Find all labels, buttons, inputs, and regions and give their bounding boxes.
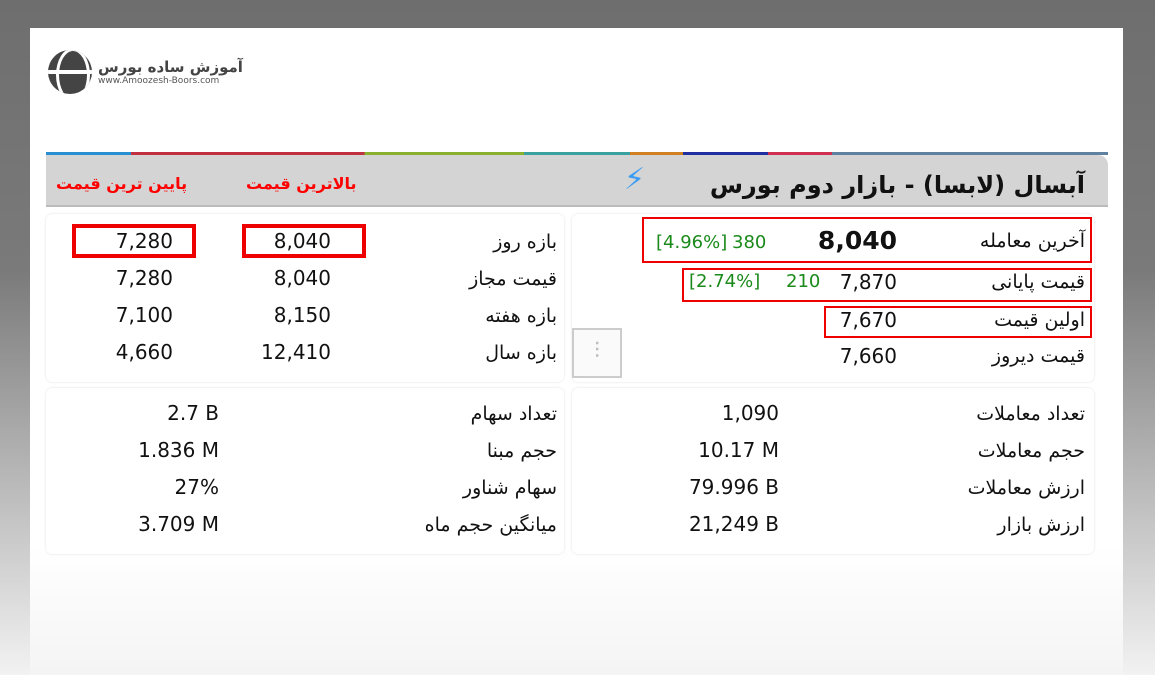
highlight-box — [642, 217, 1092, 263]
range-high: 8,150 — [273, 303, 331, 327]
price-value: 7,670 — [839, 308, 897, 332]
range-low: 4,660 — [115, 340, 173, 364]
window: آموزش ساده بورس www.Amoozesh-Boors.com آ… — [30, 28, 1123, 675]
share-stats-panel — [46, 388, 564, 554]
price-label: قیمت دیروز — [991, 345, 1085, 367]
trade-stats-panel — [572, 388, 1094, 554]
logo-name: آموزش ساده بورس — [98, 58, 243, 76]
ranges-panel — [46, 214, 564, 382]
price-percent: [4.96%] — [656, 232, 728, 253]
range-low: 7,280 — [115, 229, 173, 253]
header-bar — [46, 155, 1108, 207]
col-high-header: بالاترین قیمت — [246, 174, 357, 193]
stat-label: سهام شناور — [462, 477, 557, 499]
price-value: 7,660 — [839, 344, 897, 368]
page-title: آبسال (لابسا) - بازار دوم بورس — [709, 171, 1085, 199]
stat-value: 10.17 M — [698, 438, 779, 462]
stat-label: میانگین حجم ماه — [424, 514, 557, 536]
price-value: 8,040 — [817, 226, 897, 255]
range-low: 7,280 — [115, 266, 173, 290]
stat-value: 21,249 B — [688, 512, 779, 536]
range-high: 8,040 — [273, 266, 331, 290]
stat-label: ارزش معاملات — [967, 477, 1085, 499]
range-label: قیمت مجاز — [469, 268, 557, 290]
price-label: آخرین معامله — [979, 230, 1085, 252]
logo-url: www.Amoozesh-Boors.com — [98, 76, 220, 86]
highlight-box — [242, 224, 366, 258]
highlight-box — [682, 268, 1092, 302]
highlight-box — [72, 224, 196, 258]
lightning-icon[interactable]: ⚡ — [624, 162, 646, 197]
range-label: بازه سال — [485, 342, 557, 364]
stat-label: حجم مبنا — [486, 440, 557, 462]
logo: آموزش ساده بورس www.Amoozesh-Boors.com — [48, 50, 243, 94]
stat-value: 27% — [174, 475, 219, 499]
sliders-icon[interactable]: ⫶ — [572, 328, 622, 378]
range-low: 7,100 — [115, 303, 173, 327]
price-value: 7,870 — [839, 270, 897, 294]
range-high: 12,410 — [261, 340, 331, 364]
stat-value: 1,090 — [721, 401, 779, 425]
stat-label: تعداد معاملات — [976, 403, 1085, 425]
stat-value: 79.996 B — [688, 475, 779, 499]
price-label: قیمت پایانی — [991, 271, 1085, 293]
color-stripe — [46, 152, 1108, 155]
col-low-header: پایین ترین قیمت — [56, 174, 188, 193]
range-label: بازه هفته — [485, 305, 557, 327]
stat-value: 3.709 M — [138, 512, 219, 536]
stat-value: 2.7 B — [167, 401, 219, 425]
stat-label: تعداد سهام — [470, 403, 557, 425]
price-change: 210 — [786, 271, 821, 292]
price-label: اولین قیمت — [994, 309, 1085, 331]
stat-value: 1.836 M — [138, 438, 219, 462]
stat-label: حجم معاملات — [977, 440, 1085, 462]
globe-icon — [48, 50, 92, 94]
range-label: بازه روز — [493, 231, 557, 253]
highlight-box — [824, 306, 1092, 338]
price-change: 380 — [732, 232, 767, 253]
price-percent: [2.74%] — [689, 271, 761, 292]
stat-label: ارزش بازار — [997, 514, 1085, 536]
prices-panel — [572, 214, 1094, 382]
range-high: 8,040 — [273, 229, 331, 253]
